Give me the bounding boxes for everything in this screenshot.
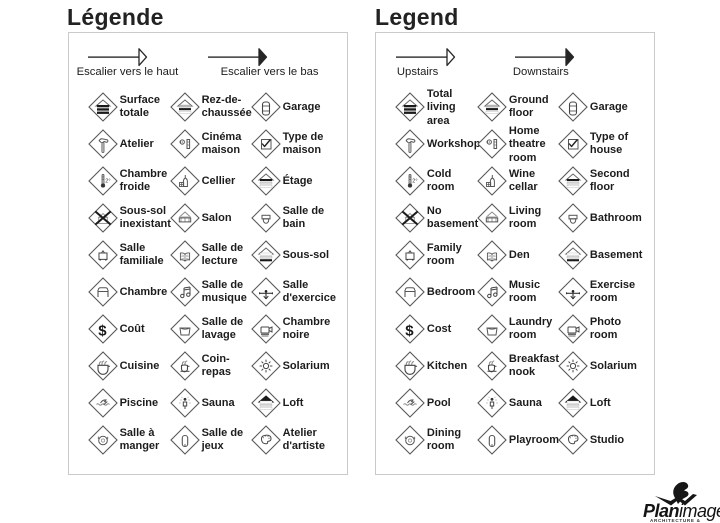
svg-text:$: $ <box>405 323 414 340</box>
svg-text:2°: 2° <box>412 179 417 185</box>
svg-text:$: $ <box>98 323 107 340</box>
svg-text:2°: 2° <box>105 179 110 185</box>
